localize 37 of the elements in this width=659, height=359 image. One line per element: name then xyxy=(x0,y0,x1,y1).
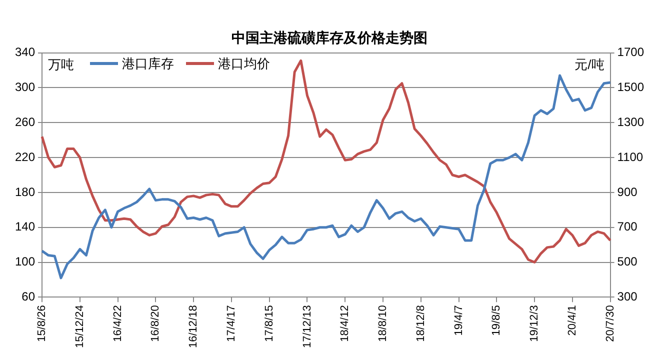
x-tick-label: 18/4/12 xyxy=(339,305,352,342)
y-tick-label: 100 xyxy=(14,254,36,269)
x-tick-label: 20/4/1 xyxy=(566,305,578,336)
legend-label: 港口库存 xyxy=(122,54,174,73)
y2-tick-label: 700 xyxy=(617,220,638,234)
y-tick-label: 220 xyxy=(14,150,36,164)
x-tick-label: 18/8/10 xyxy=(377,305,390,342)
x-tick-label: 17/8/15 xyxy=(263,305,276,342)
x-tick-label: 19/8/5 xyxy=(490,305,503,336)
y-tick-label: 300 xyxy=(14,80,36,94)
y-tick-label: 60 xyxy=(22,289,36,304)
y2-tick-label: 1500 xyxy=(617,80,644,94)
y-tick-label: 140 xyxy=(14,220,36,234)
x-tick-label: 18/12/8 xyxy=(414,305,427,342)
y-tick-label: 340 xyxy=(14,45,36,60)
chart-title: 中国主港硫磺库存及价格走势图 xyxy=(232,29,428,46)
y2-tick-label: 500 xyxy=(617,254,638,269)
y2-tick-label: 1300 xyxy=(617,114,644,129)
y2-tick-label: 1700 xyxy=(617,45,644,60)
y-tick-label: 180 xyxy=(14,184,36,199)
x-tick-label: 15/8/26 xyxy=(36,305,48,342)
x-tick-label: 15/12/24 xyxy=(74,305,86,348)
x-tick-label: 17/4/17 xyxy=(225,305,238,342)
x-tick-label: 19/4/7 xyxy=(452,305,465,336)
y-axis-title: 万吨 xyxy=(48,56,74,74)
x-tick-label: 20/7/30 xyxy=(604,305,616,342)
y2-tick-label: 300 xyxy=(617,289,638,304)
legend-label: 港口均价 xyxy=(218,54,270,73)
y2-tick-label: 900 xyxy=(617,184,638,199)
y2-axis-title: 元/吨 xyxy=(574,56,604,74)
x-tick-label: 19/12/3 xyxy=(528,305,541,342)
x-tick-label: 16/12/18 xyxy=(188,305,200,348)
x-tick-label: 17/12/13 xyxy=(301,305,314,348)
y-tick-label: 260 xyxy=(14,114,36,129)
x-tick-label: 16/8/20 xyxy=(150,305,162,342)
y2-tick-label: 1100 xyxy=(617,150,644,164)
x-tick-label: 16/4/22 xyxy=(112,305,124,342)
